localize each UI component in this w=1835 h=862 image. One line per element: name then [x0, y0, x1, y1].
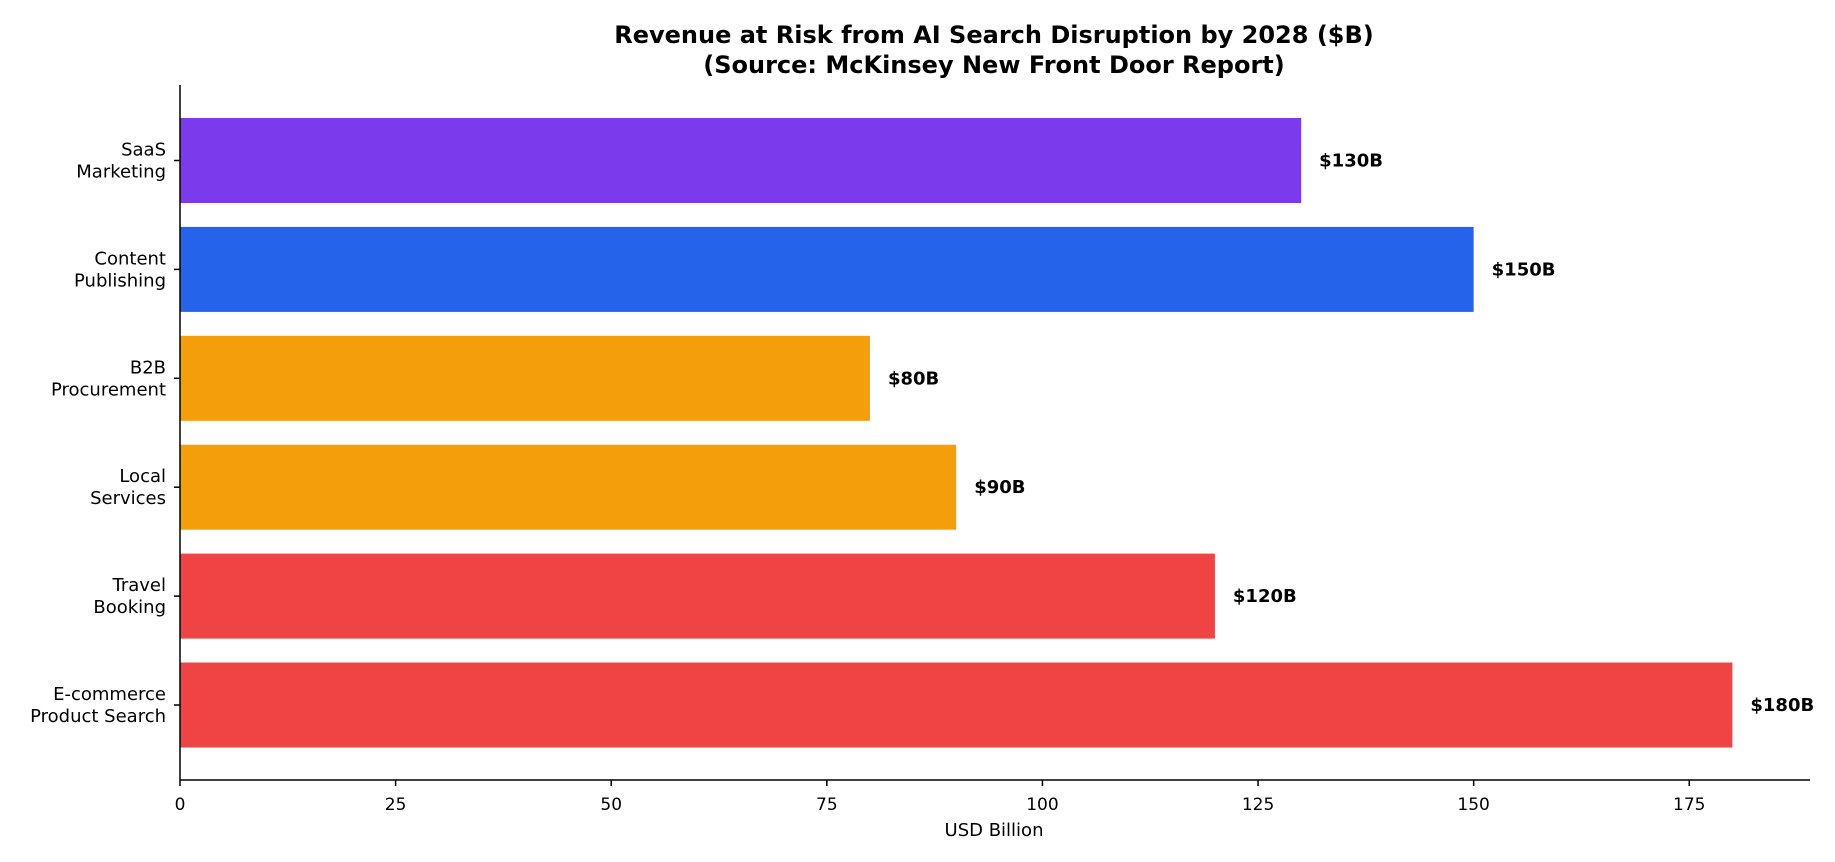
chart-subtitle: (Source: McKinsey New Front Door Report) — [703, 51, 1284, 79]
category-label: Content — [94, 248, 166, 269]
category-label: Marketing — [76, 162, 166, 183]
category-label: Procurement — [51, 379, 166, 400]
x-tick-label: 125 — [1242, 795, 1274, 815]
x-tick-label: 175 — [1673, 795, 1705, 815]
category-label: Publishing — [74, 270, 166, 291]
category-label: B2B — [130, 357, 166, 378]
category-label: Travel — [111, 575, 166, 596]
bar — [180, 553, 1215, 639]
x-axis-label: USD Billion — [945, 820, 1044, 841]
bar-value-label: $180B — [1750, 695, 1814, 716]
bar — [180, 444, 957, 530]
bar-value-label: $130B — [1319, 151, 1383, 172]
bars-layer: $180B $120B $90B $80B $150B $130B — [180, 118, 1814, 748]
x-tick-label: 100 — [1026, 795, 1058, 815]
x-tick-label: 50 — [600, 795, 622, 815]
category-label: Local — [119, 466, 166, 487]
bar-value-label: $80B — [888, 368, 939, 389]
bar — [180, 335, 870, 421]
bar — [180, 118, 1302, 203]
x-tick-label: 0 — [175, 795, 186, 815]
chart-title: Revenue at Risk from AI Search Disruptio… — [614, 21, 1374, 49]
category-label: Services — [90, 488, 166, 509]
category-label: E-commerce — [53, 684, 166, 705]
category-label: Booking — [93, 597, 166, 618]
category-label: SaaS — [121, 140, 166, 161]
x-tick-label: 25 — [385, 795, 407, 815]
x-tick-label: 150 — [1457, 795, 1489, 815]
x-tick-label: 75 — [816, 795, 838, 815]
bar-value-label: $120B — [1233, 586, 1297, 607]
bar-value-label: $90B — [974, 477, 1025, 498]
bar — [180, 662, 1733, 748]
bar — [180, 226, 1474, 312]
category-label: Product Search — [30, 706, 166, 727]
bar-value-label: $150B — [1492, 259, 1556, 280]
